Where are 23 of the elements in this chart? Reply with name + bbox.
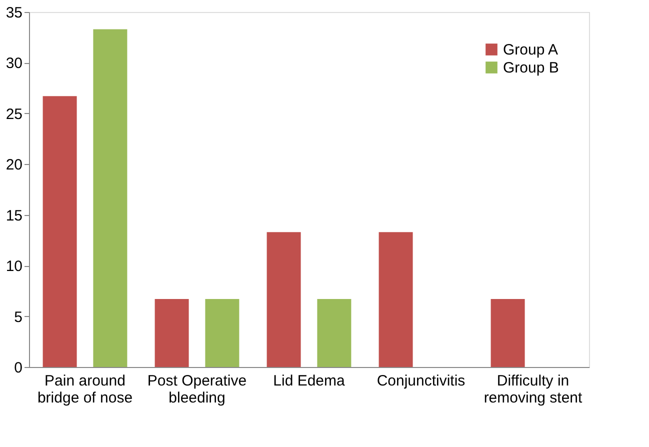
bar [266,232,301,367]
bar [42,96,77,367]
bar [205,299,240,367]
y-tick-label: 30 [6,55,22,72]
x-tick-label: Conjunctivitis [376,372,466,390]
x-tick-label: Post Operative bleeding [147,372,247,406]
y-tick-label: 5 [14,308,22,326]
y-tick-label: 10 [6,258,22,276]
bar [154,299,189,367]
y-tick-label: 15 [6,207,22,224]
x-tick-label: Difficulty in removing stent [484,372,584,406]
bar [378,232,413,367]
legend-label: Group B [503,60,559,76]
legend-label: Group A [503,42,558,58]
y-tick-label: 25 [6,106,22,123]
y-tick-label: 0 [14,360,22,376]
bar [490,299,525,367]
bar [317,299,352,367]
y-tick-label: 35 [6,4,22,22]
x-tick-label: Pain around bridge of nose [37,372,133,406]
y-tick-label: 20 [6,156,22,174]
bar [93,29,128,367]
x-tick-label: Lid Edema [273,372,346,390]
